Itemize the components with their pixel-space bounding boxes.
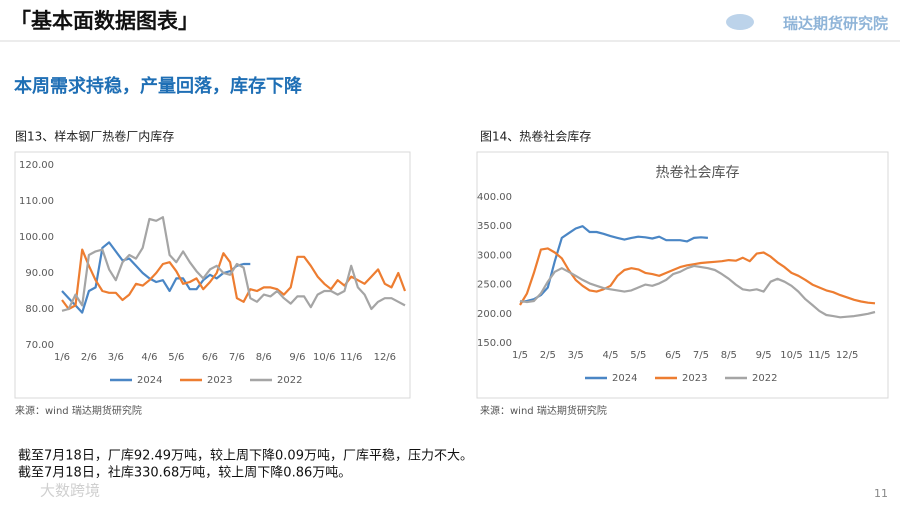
- line-series: [519, 247, 876, 306]
- watermark: 大数跨境: [40, 482, 100, 500]
- y-tick-label: 80.00: [25, 304, 54, 315]
- x-tick-label: 6/6: [202, 352, 218, 363]
- legend-label: 2024: [137, 375, 162, 386]
- x-tick-label: 10/5: [780, 350, 802, 361]
- y-tick-label: 90.00: [25, 268, 54, 279]
- x-tick-label: 1/5: [512, 350, 528, 361]
- x-tick-label: 7/5: [693, 350, 709, 361]
- page-number: 11: [874, 487, 888, 500]
- note: 截至7月18日，社库330.68万吨，较上周下降0.86万吨。: [18, 465, 351, 481]
- x-tick-label: 3/6: [108, 352, 124, 363]
- chart-frame: [14, 151, 411, 399]
- x-tick-label: 11/5: [808, 350, 830, 361]
- subtitle: 本周需求持稳，产量回落，库存下降: [14, 75, 303, 97]
- x-tick-label: 11/6: [340, 352, 362, 363]
- x-tick-label: 8/6: [256, 352, 272, 363]
- chart-frame: [476, 151, 889, 399]
- logo-icon: [726, 14, 754, 30]
- x-tick-label: 2/6: [81, 352, 97, 363]
- chart-caption: 图14、热卷社会库存: [480, 129, 591, 144]
- x-tick-label: 12/6: [374, 352, 396, 363]
- x-tick-label: 5/6: [168, 352, 184, 363]
- y-tick-label: 70.00: [25, 340, 54, 351]
- line-series: [519, 225, 708, 304]
- x-tick-label: 6/5: [665, 350, 681, 361]
- source: 来源：wind 瑞达期货研究院: [480, 404, 607, 417]
- x-tick-label: 4/5: [602, 350, 618, 361]
- line-series: [61, 248, 407, 311]
- source: 来源：wind 瑞达期货研究院: [15, 404, 142, 417]
- legend-label: 2022: [752, 373, 777, 384]
- chart-title: 热卷社会库存: [656, 165, 740, 181]
- x-tick-label: 3/5: [568, 350, 584, 361]
- legend-label: 2023: [682, 373, 707, 384]
- legend-label: 2022: [277, 375, 302, 386]
- y-tick-label: 110.00: [19, 196, 54, 207]
- x-tick-label: 1/6: [54, 352, 70, 363]
- y-tick-label: 250.00: [477, 280, 512, 291]
- legend-label: 2023: [207, 375, 232, 386]
- x-tick-label: 10/6: [313, 352, 335, 363]
- line-series: [61, 241, 251, 314]
- x-tick-label: 8/5: [721, 350, 737, 361]
- slide-title: 「基本面数据图表」: [10, 9, 199, 33]
- y-tick-label: 300.00: [477, 250, 512, 261]
- line-series: [61, 216, 406, 312]
- y-tick-label: 350.00: [477, 221, 512, 232]
- note: 截至7月18日，厂库92.49万吨，较上周下降0.09万吨，厂库平稳，压力不大。: [18, 448, 473, 464]
- x-tick-label: 7/6: [229, 352, 245, 363]
- x-tick-label: 2/5: [540, 350, 556, 361]
- chart-caption: 图13、样本钢厂热卷厂内库存: [15, 129, 174, 144]
- x-tick-label: 12/5: [836, 350, 858, 361]
- y-tick-label: 200.00: [477, 309, 512, 320]
- y-tick-label: 400.00: [477, 192, 512, 203]
- x-tick-label: 4/6: [141, 352, 157, 363]
- x-tick-label: 9/6: [289, 352, 305, 363]
- legend-label: 2024: [612, 373, 637, 384]
- y-tick-label: 120.00: [19, 160, 54, 171]
- logo: 瑞达期货研究院: [783, 15, 888, 33]
- line-series: [519, 264, 876, 319]
- x-tick-label: 5/5: [630, 350, 646, 361]
- y-tick-label: 150.00: [477, 338, 512, 349]
- y-tick-label: 100.00: [19, 232, 54, 243]
- x-tick-label: 9/5: [756, 350, 772, 361]
